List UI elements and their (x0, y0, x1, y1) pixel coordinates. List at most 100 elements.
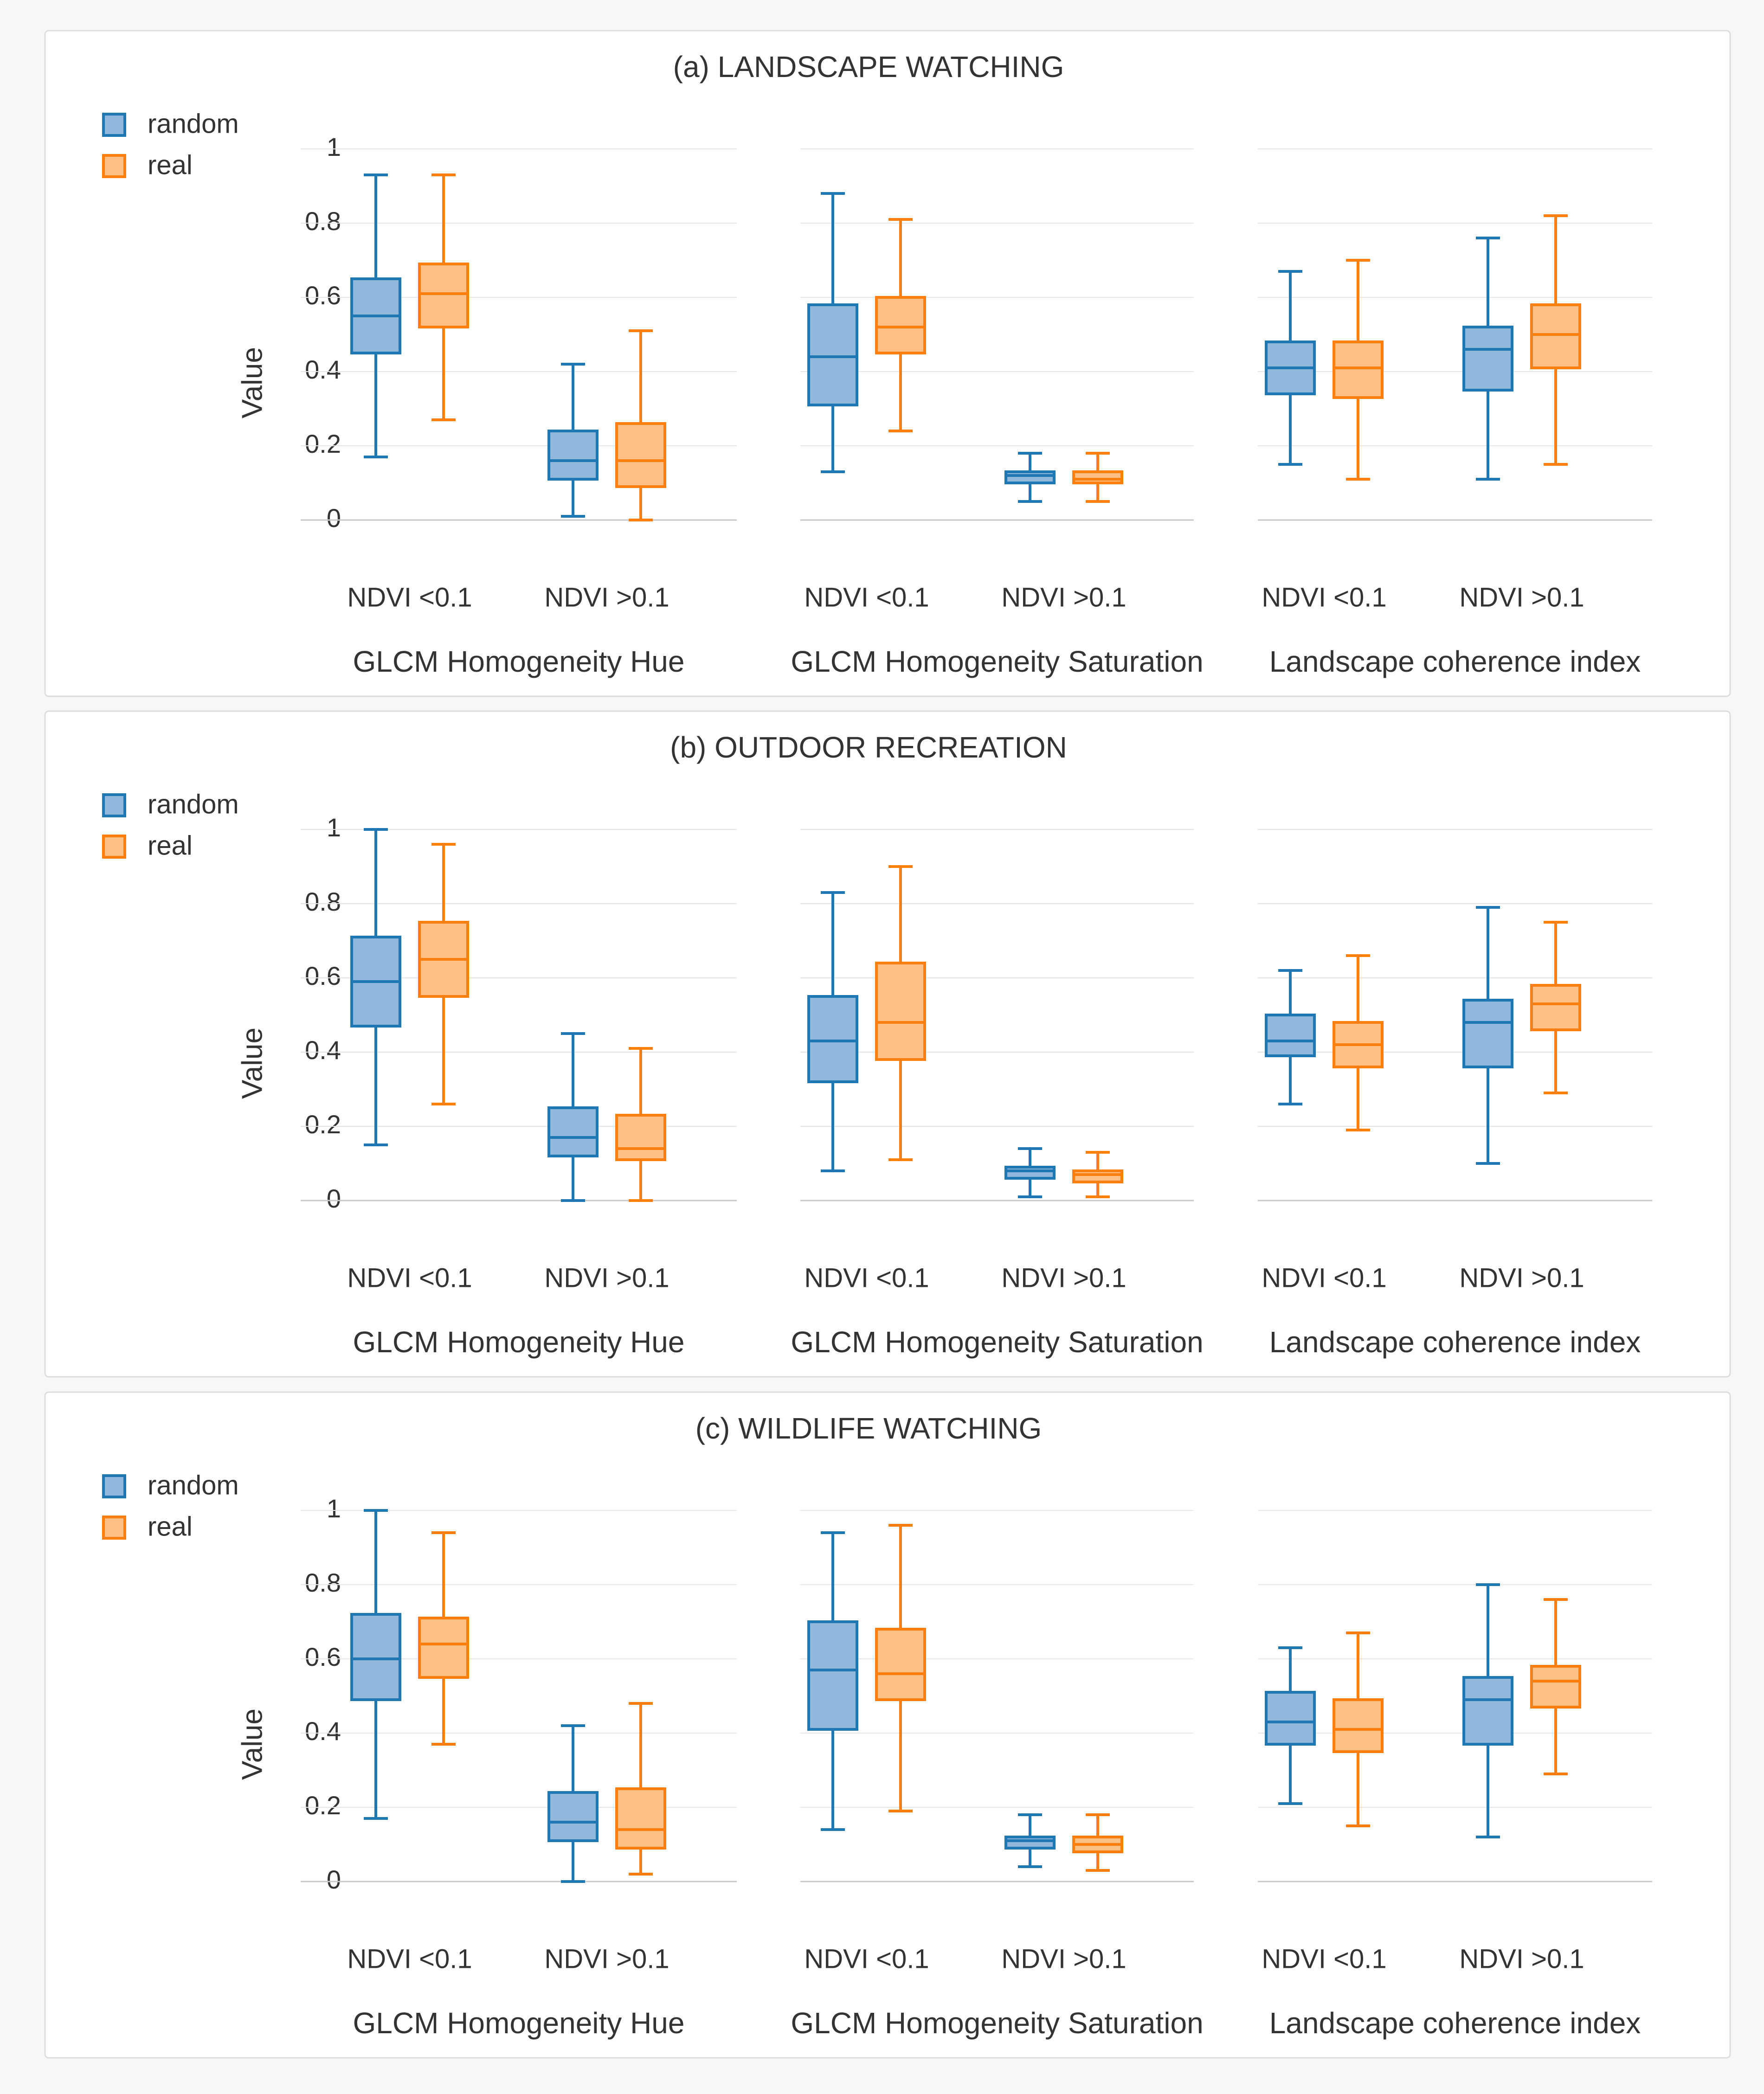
box-real (615, 1047, 666, 1202)
y-tick-label: 0.8 (305, 887, 341, 916)
box-random (1265, 969, 1316, 1105)
y-tick-label: 0 (327, 503, 341, 533)
legend-swatch-random (102, 1474, 126, 1498)
category-label: NDVI >0.1 (544, 582, 669, 612)
box-iqr (1462, 1676, 1513, 1746)
box-iqr (1530, 1665, 1581, 1709)
legend-label-real: real (148, 150, 193, 180)
box-iqr (1265, 1691, 1316, 1746)
box-random (547, 1724, 599, 1883)
y-axis-label: Value (236, 1709, 268, 1780)
group-label: GLCM Homogeneity Hue (353, 645, 685, 678)
y-tick-label: 0.6 (305, 961, 341, 990)
box-random (1462, 1583, 1513, 1838)
box-random (350, 173, 401, 458)
y-tick-label: 0.2 (305, 1791, 341, 1820)
subplot-3: Landscape coherence index NDVI <0.1 NDVI >… (1258, 829, 1652, 1359)
subplot-2: GLCM Homogeneity Saturation NDVI <0.1 NDVI… (791, 148, 1204, 678)
box-real (875, 1524, 926, 1812)
box-iqr (418, 1617, 469, 1679)
y-tick-label: 0.4 (305, 1035, 341, 1065)
category-label: NDVI >0.1 (1001, 1944, 1126, 1974)
box-real (1333, 1632, 1384, 1827)
category-label: NDVI <0.1 (347, 1944, 472, 1974)
y-tick-label: 0.4 (305, 1716, 341, 1746)
legend-label-random: random (148, 109, 239, 139)
box-iqr (807, 995, 858, 1083)
box-iqr (1333, 1698, 1384, 1753)
group-label: GLCM Homogeneity Saturation (791, 645, 1203, 678)
box-real (1072, 1151, 1123, 1198)
subplot-2: GLCM Homogeneity Saturation NDVI <0.1 NDVI… (791, 1510, 1204, 2040)
group-label: GLCM Homogeneity Hue (353, 2006, 685, 2040)
box-iqr (615, 422, 666, 488)
panel-b: (b) OUTDOOR RECREATION random real Value 0 0.… (44, 710, 1731, 1378)
box-iqr (1462, 326, 1513, 392)
chart-title: (a) LANDSCAPE WATCHING (673, 50, 1064, 84)
box-real (1333, 954, 1384, 1131)
y-tick-label: 0.8 (305, 206, 341, 236)
category-label: NDVI <0.1 (1262, 1944, 1386, 1974)
y-tick-label: 0 (327, 1184, 341, 1213)
box-random (547, 363, 599, 518)
box-iqr (615, 1787, 666, 1850)
group-label: GLCM Homogeneity Hue (353, 1325, 685, 1359)
box-random (1462, 906, 1513, 1165)
legend-swatch-real (102, 835, 126, 859)
box-iqr (1530, 303, 1581, 369)
legend-swatch-real (102, 154, 126, 178)
y-tick-label: 1 (327, 132, 341, 161)
legend-swatch-random (102, 113, 126, 137)
box-random (1265, 1646, 1316, 1805)
category-label: NDVI >0.1 (544, 1944, 669, 1974)
box-iqr (807, 303, 858, 406)
legend-swatch-random (102, 793, 126, 817)
y-tick-label: 0 (327, 1865, 341, 1894)
panel-background (44, 1391, 1731, 2059)
box-iqr (1004, 1166, 1056, 1180)
category-label: NDVI <0.1 (804, 582, 929, 612)
y-tick-label: 0.6 (305, 1642, 341, 1671)
box-real (1072, 1813, 1123, 1872)
legend-label-random: random (148, 1470, 239, 1500)
group-label: Landscape coherence index (1269, 645, 1641, 678)
category-label: NDVI <0.1 (804, 1263, 929, 1293)
legend-label-real: real (148, 830, 193, 861)
group-label: Landscape coherence index (1269, 1325, 1641, 1359)
category-label: NDVI >0.1 (1459, 582, 1584, 612)
y-tick-label: 0.4 (305, 355, 341, 384)
y-tick-label: 1 (327, 1494, 341, 1523)
box-random (1265, 270, 1316, 466)
box-iqr (1530, 984, 1581, 1031)
box-iqr (547, 430, 599, 481)
category-label: NDVI <0.1 (804, 1944, 929, 1974)
panel-background (44, 30, 1731, 697)
box-iqr (1004, 1836, 1056, 1850)
box-iqr (875, 296, 926, 354)
y-axis-label: Value (236, 347, 268, 418)
box-real (615, 1702, 666, 1876)
chart-title: (c) WILDLIFE WATCHING (695, 1412, 1042, 1445)
box-random (807, 192, 858, 473)
subplot-3: Landscape coherence index NDVI <0.1 NDVI >… (1258, 148, 1652, 678)
box-iqr (1265, 1014, 1316, 1057)
category-label: NDVI <0.1 (347, 1263, 472, 1293)
subplot-3: Landscape coherence index NDVI <0.1 NDVI >… (1258, 1510, 1652, 2040)
box-iqr (350, 1613, 401, 1701)
subplot-2: GLCM Homogeneity Saturation NDVI <0.1 NDVI… (791, 829, 1204, 1359)
box-iqr (875, 962, 926, 1061)
box-random (547, 1032, 599, 1202)
chart-title: (b) OUTDOOR RECREATION (670, 731, 1067, 764)
y-axis-label: Value (236, 1028, 268, 1099)
category-label: NDVI >0.1 (1001, 582, 1126, 612)
box-random (350, 828, 401, 1146)
box-iqr (1072, 470, 1123, 484)
box-iqr (1333, 340, 1384, 399)
box-random (1004, 1813, 1056, 1868)
box-real (875, 865, 926, 1161)
box-real (615, 329, 666, 521)
box-real (1072, 452, 1123, 503)
y-tick-label: 0.2 (305, 1110, 341, 1139)
box-iqr (547, 1791, 599, 1842)
box-iqr (875, 1628, 926, 1701)
